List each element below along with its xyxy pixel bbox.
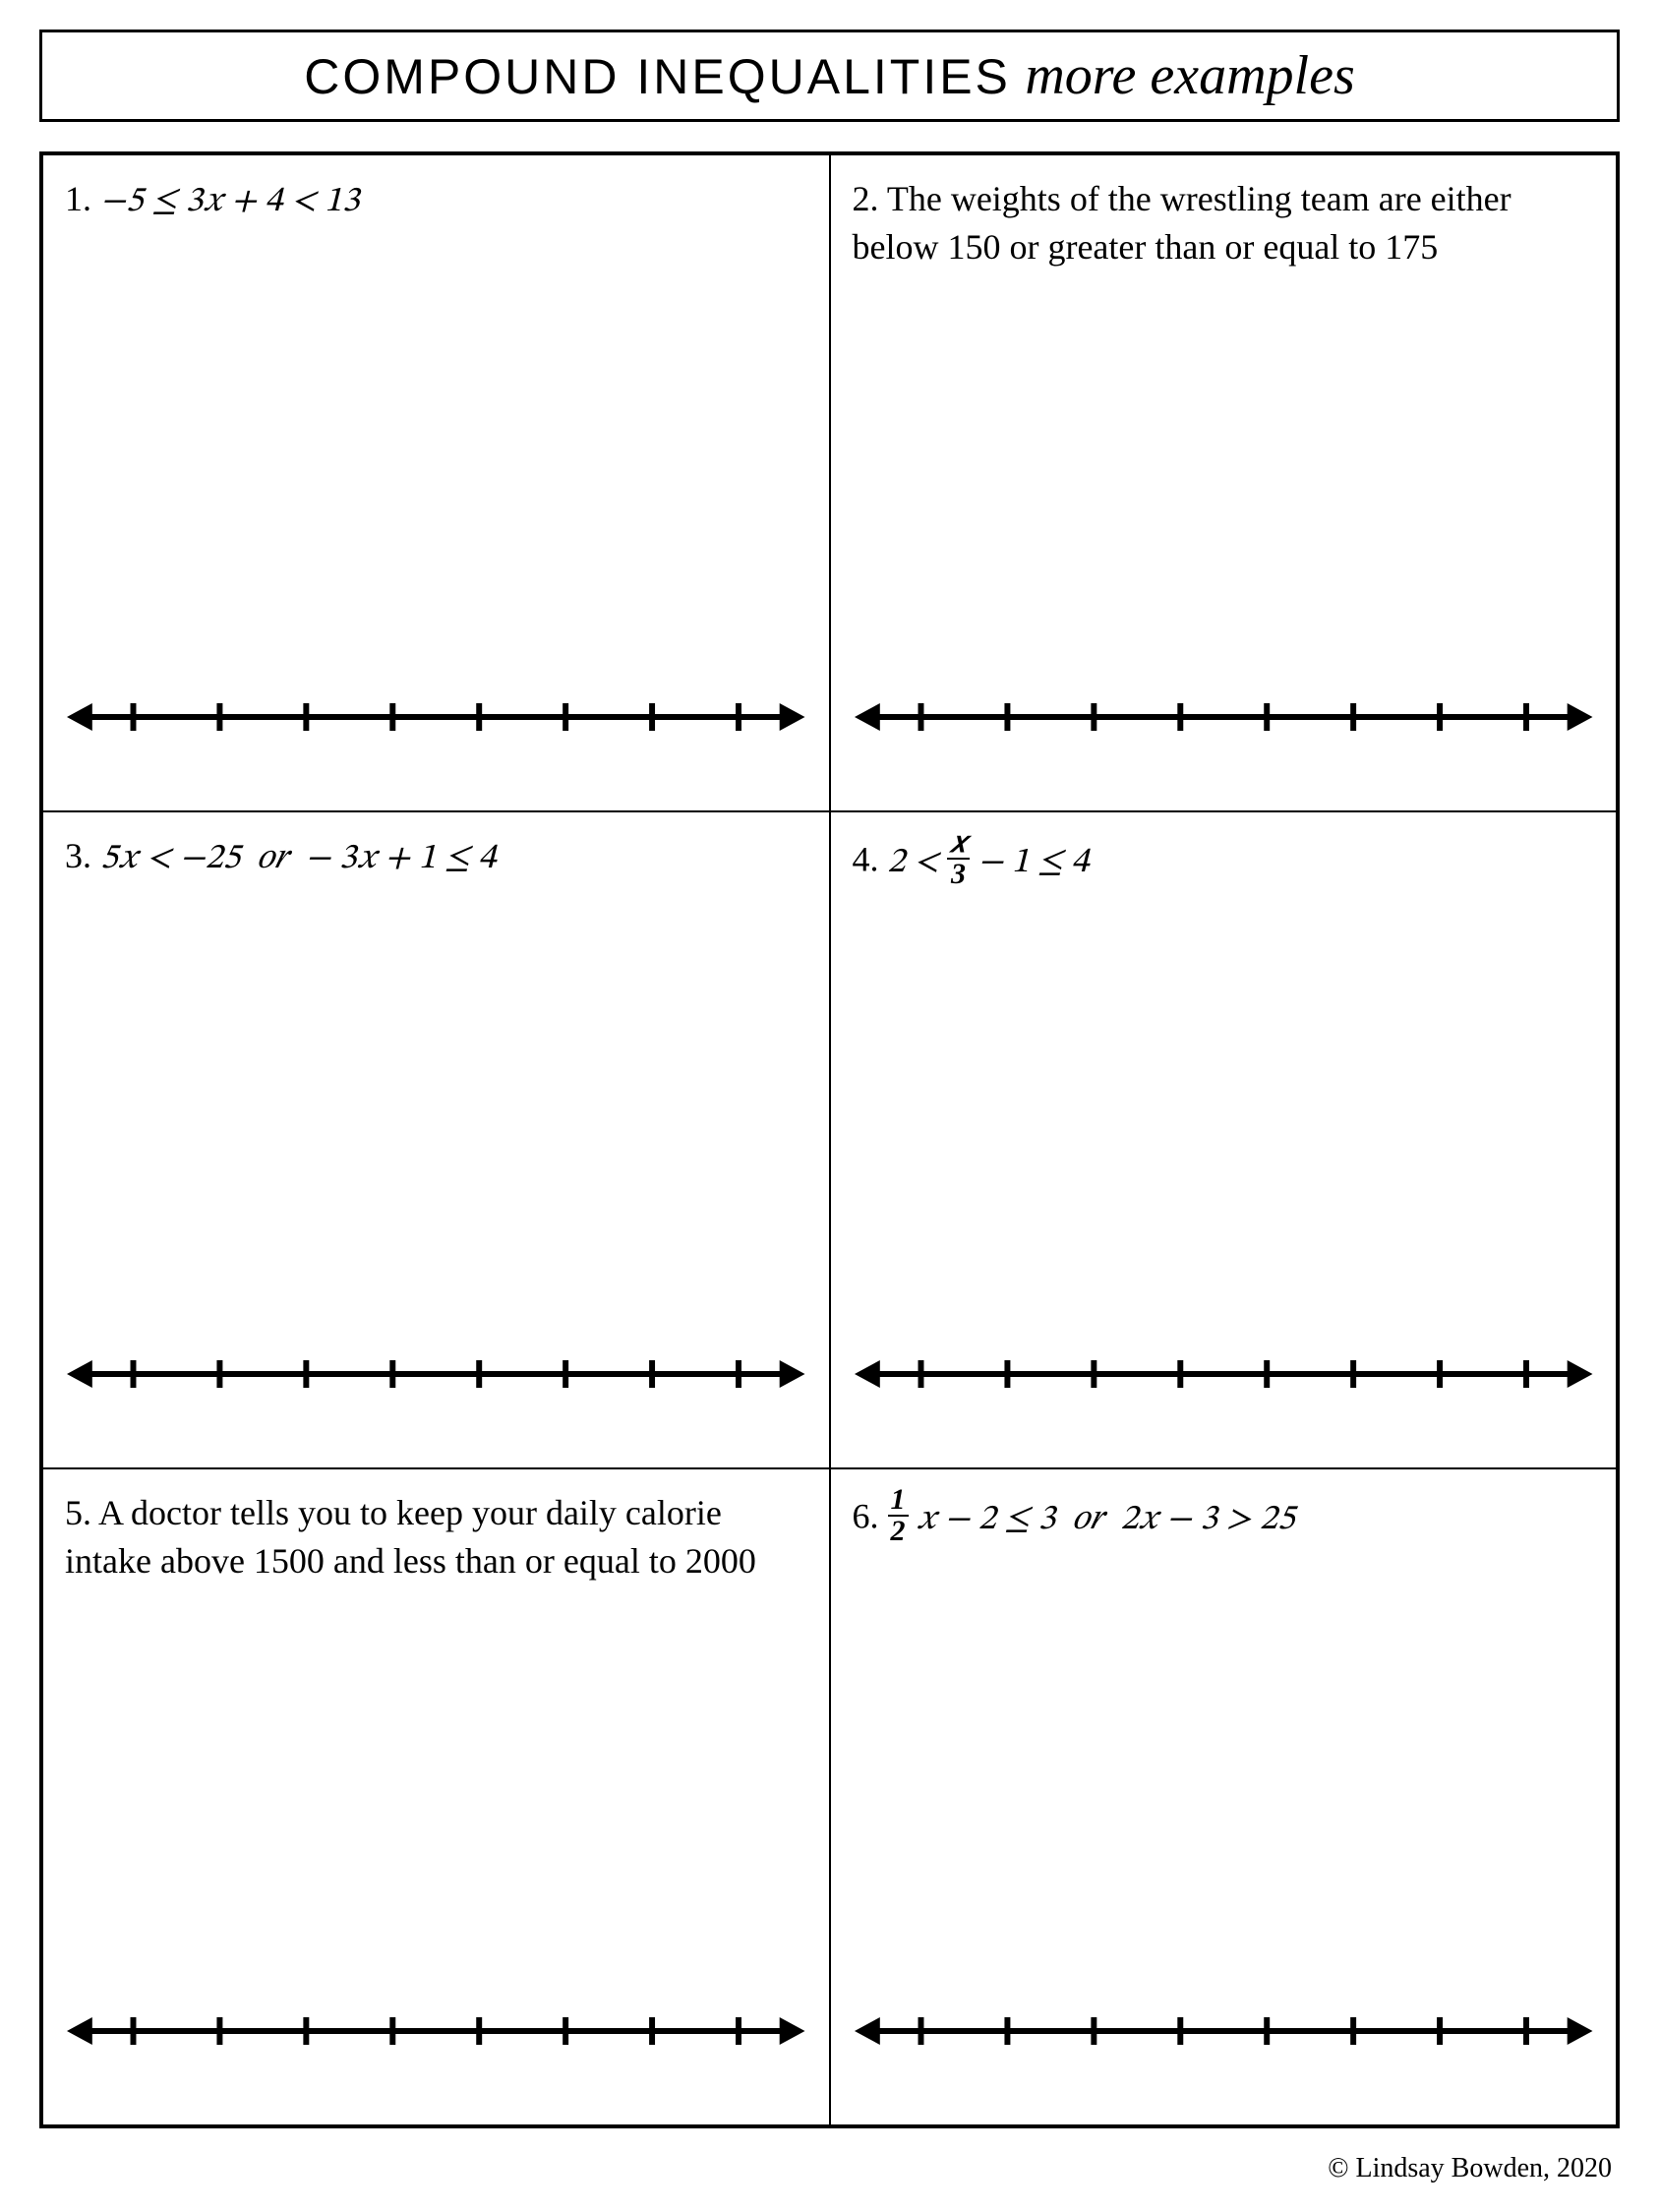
number-line (65, 683, 807, 751)
problem-number: 1. (65, 179, 91, 218)
number-line (853, 1997, 1595, 2065)
problem-cell-2: 2. The weights of the wrestling team are… (830, 154, 1618, 811)
number-line (853, 1340, 1595, 1408)
problem-text-4: 4. 2 < 𝑥3 − 1 ≤ 4 (853, 832, 1595, 893)
problem-content: 12 𝑥 − 2 ≤ 3 𝑜𝑟 2𝑥 − 3 > 25 (888, 1497, 1295, 1536)
number-line (65, 1997, 807, 2065)
number-line (853, 683, 1595, 751)
title-script: more examples (1025, 45, 1354, 106)
problem-content: The weights of the wrestling team are ei… (853, 179, 1511, 267)
problem-number: 5. (65, 1493, 91, 1532)
problem-number: 3. (65, 836, 91, 875)
problem-content: −5 ≤ 3𝑥 + 4 < 13 (100, 179, 360, 218)
problem-text-3: 3. 5𝑥 < −25 𝑜𝑟 − 3𝑥 + 1 ≤ 4 (65, 832, 807, 883)
problem-cell-3: 3. 5𝑥 < −25 𝑜𝑟 − 3𝑥 + 1 ≤ 4 (42, 811, 830, 1468)
number-line (65, 1340, 807, 1408)
problem-content: A doctor tells you to keep your daily ca… (65, 1493, 756, 1581)
problems-grid: 1. −5 ≤ 3𝑥 + 4 < 13 2. The weights of th… (39, 151, 1620, 2128)
problem-content: 2 < 𝑥3 − 1 ≤ 4 (888, 840, 1090, 879)
problem-text-6: 6. 12 𝑥 − 2 ≤ 3 𝑜𝑟 2𝑥 − 3 > 25 (853, 1489, 1595, 1550)
problem-number: 6. (853, 1497, 879, 1536)
problem-cell-6: 6. 12 𝑥 − 2 ≤ 3 𝑜𝑟 2𝑥 − 3 > 25 (830, 1468, 1618, 2125)
problem-text-1: 1. −5 ≤ 3𝑥 + 4 < 13 (65, 175, 807, 226)
problem-cell-5: 5. A doctor tells you to keep your daily… (42, 1468, 830, 2125)
title-box: COMPOUND INEQUALITIES more examples (39, 30, 1620, 122)
problem-cell-4: 4. 2 < 𝑥3 − 1 ≤ 4 (830, 811, 1618, 1468)
problem-text-5: 5. A doctor tells you to keep your daily… (65, 1489, 807, 1584)
title-main: COMPOUND INEQUALITIES (304, 49, 1011, 104)
problem-number: 2. (853, 179, 879, 218)
footer-copyright: © Lindsay Bowden, 2020 (1328, 2153, 1612, 2184)
problem-text-2: 2. The weights of the wrestling team are… (853, 175, 1595, 270)
problem-number: 4. (853, 840, 879, 879)
problem-cell-1: 1. −5 ≤ 3𝑥 + 4 < 13 (42, 154, 830, 811)
problem-content: 5𝑥 < −25 𝑜𝑟 − 3𝑥 + 1 ≤ 4 (100, 836, 496, 875)
